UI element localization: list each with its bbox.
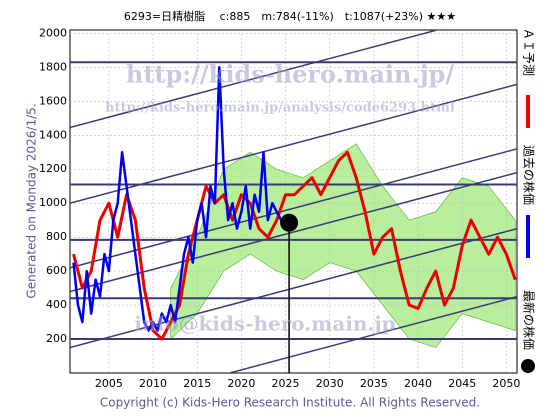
series-line — [72, 150, 517, 341]
watermark: http://kids-hero.main.jp/analysis/code62… — [105, 101, 455, 116]
x-tick-label: 2045 — [448, 377, 476, 390]
y-tick-label: 200 — [46, 332, 67, 345]
y-tick-label: 400 — [46, 298, 67, 311]
y-tick-label: 1200 — [39, 162, 67, 175]
x-tick-label: 2040 — [404, 377, 432, 390]
x-tick-label: 2020 — [227, 377, 255, 390]
x-tick-label: 2005 — [95, 377, 123, 390]
x-tick-label: 2010 — [139, 377, 167, 390]
legend-swatch — [521, 359, 535, 373]
legend-label: ＡＩ予測 — [522, 28, 536, 76]
y-tick-label: 1000 — [39, 196, 67, 209]
watermark: http://kids-hero.main.jp/ — [126, 60, 454, 89]
y-tick-label: 800 — [46, 230, 67, 243]
x-tick-label: 2035 — [360, 377, 388, 390]
legend-label: 過去の株価 — [522, 145, 537, 205]
series-line — [72, 66, 292, 332]
x-tick-label: 2030 — [316, 377, 344, 390]
watermark: info@kids-hero.main.jp — [134, 312, 395, 336]
trend-line — [70, 148, 517, 269]
trend-line — [226, 295, 517, 373]
x-tick-label: 2015 — [183, 377, 211, 390]
plot-layer — [70, 30, 517, 373]
y-tick-label: 1600 — [39, 94, 67, 107]
legend-label: 最新の株価 — [522, 290, 537, 350]
chart-title: 6293=日精樹脂 c:885 m:784(-11%) t:1087(+23%)… — [124, 9, 456, 23]
y-tick-label: 1400 — [39, 128, 67, 141]
x-tick-label: 2025 — [272, 377, 300, 390]
y-tick-label: 600 — [46, 264, 67, 277]
latest-point — [280, 213, 299, 232]
forecast-band — [170, 143, 516, 348]
trend-line — [70, 30, 440, 129]
x-tick-label: 2050 — [492, 377, 520, 390]
y-tick-label: 1800 — [39, 60, 67, 73]
trend-line — [70, 227, 517, 349]
trend-line — [70, 171, 517, 293]
footer: Copyright (c) Kids-Hero Research Institu… — [100, 396, 480, 410]
y-tick-label: 2000 — [39, 26, 67, 39]
trend-line — [70, 83, 517, 204]
side-text: Generated on Monday 2026/1/5. — [25, 103, 39, 298]
